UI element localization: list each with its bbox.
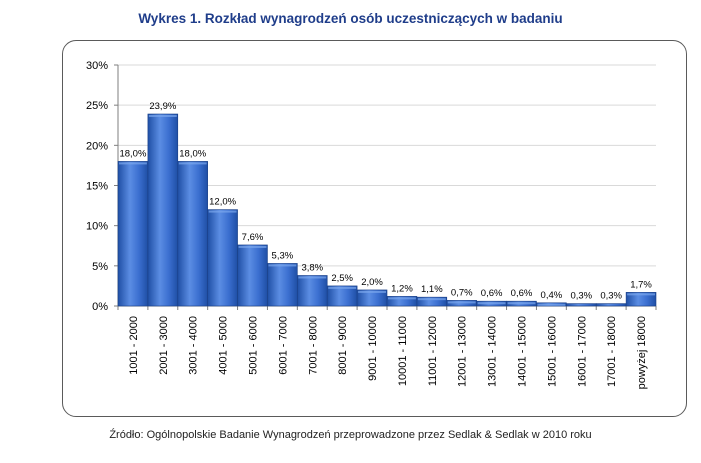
bar-highlight xyxy=(119,162,147,165)
bar-highlight xyxy=(268,264,297,267)
bar-highlight xyxy=(358,290,386,293)
bar-highlight xyxy=(388,297,416,300)
data-label: 1,2% xyxy=(391,283,413,294)
bar-highlight xyxy=(328,286,357,289)
chart-title: Wykres 1. Rozkład wynagrodzeń osób uczes… xyxy=(138,11,563,26)
y-tick-label: 15% xyxy=(86,181,108,193)
x-tick-label: 17001 - 18000 xyxy=(606,316,618,387)
data-label: 18,0% xyxy=(119,148,146,159)
x-tick-label: 13001 - 14000 xyxy=(487,316,499,387)
bar xyxy=(147,113,179,307)
bar-highlight xyxy=(417,298,446,301)
y-tick-label: 20% xyxy=(86,140,108,152)
bar-highlight xyxy=(208,210,237,213)
data-label: 5,3% xyxy=(272,250,294,261)
x-tick-label: 15001 - 16000 xyxy=(546,316,558,387)
bar-highlight xyxy=(477,302,506,305)
data-label: 3,8% xyxy=(301,262,323,273)
bar-highlight xyxy=(507,302,536,305)
x-tick-label: 16001 - 17000 xyxy=(576,316,588,387)
y-tick-label: 25% xyxy=(86,100,108,112)
data-labels: 18,0% 23,9% 18,0% 12,0% 7,6% 5,3% 3,8% 2,5% 2,0%… xyxy=(119,101,652,302)
bar-highlight xyxy=(148,115,177,118)
x-tick-label: 6001 - 7000 xyxy=(277,316,289,375)
x-tick-label: 2001 - 3000 xyxy=(158,316,170,375)
x-tick-labels: 1001 - 2000 2001 - 3000 3001 - 4000 4001 - … xyxy=(128,316,648,389)
data-label: 1,1% xyxy=(421,284,443,295)
bar-highlight xyxy=(298,276,327,279)
data-label: 0,4% xyxy=(541,290,563,301)
bar xyxy=(297,275,328,307)
y-tick-label: 0% xyxy=(92,301,108,313)
x-tick-label: 3001 - 4000 xyxy=(188,316,200,375)
bar-highlight xyxy=(447,301,476,304)
bar xyxy=(117,161,149,307)
y-tick-label: 30% xyxy=(86,60,108,72)
bar xyxy=(566,303,597,307)
y-tick-label: 10% xyxy=(86,221,108,233)
y-tick-label: 5% xyxy=(92,261,108,273)
bar xyxy=(595,303,627,307)
x-tick-label: 12001 - 13000 xyxy=(457,316,469,387)
data-label: 12,0% xyxy=(209,197,236,208)
x-tick-label: 9001 - 10000 xyxy=(367,316,379,381)
y-tick-labels: 0% 5% 10% 15% 20% 25% 30% xyxy=(86,60,108,313)
data-label: 0,3% xyxy=(570,291,592,302)
bar-highlight xyxy=(537,303,566,306)
data-label: 0,7% xyxy=(451,287,473,298)
data-label: 18,0% xyxy=(179,148,206,159)
bar xyxy=(237,244,268,307)
x-tick-label: 1001 - 2000 xyxy=(128,316,140,375)
bar-highlight xyxy=(627,293,655,296)
x-tick-label: 4001 - 5000 xyxy=(218,316,230,375)
x-tick-label: 7001 - 8000 xyxy=(307,316,319,375)
data-label: 0,6% xyxy=(481,288,503,299)
bar xyxy=(267,263,298,307)
x-tick-label: 14001 - 15000 xyxy=(517,316,529,387)
bar xyxy=(207,209,238,307)
data-label: 1,7% xyxy=(630,279,652,290)
data-label: 2,0% xyxy=(361,277,383,288)
bar-highlight xyxy=(178,162,207,165)
x-tick-label: 8001 - 9000 xyxy=(337,316,349,375)
data-label: 2,5% xyxy=(331,273,353,284)
chart-source-note: Źródło: Ogólnopolskie Badanie Wynagrodze… xyxy=(109,429,592,441)
bar xyxy=(326,285,358,307)
bars xyxy=(117,113,657,307)
data-label: 7,6% xyxy=(242,232,264,243)
data-label: 0,6% xyxy=(511,288,533,299)
data-label: 23,9% xyxy=(149,101,176,112)
x-tick-label: 5001 - 6000 xyxy=(248,316,260,375)
bar xyxy=(625,292,657,307)
x-tick-label: powyżej 18000 xyxy=(636,316,648,389)
data-label: 0,3% xyxy=(600,291,622,302)
x-tick-label: 10001 - 11000 xyxy=(397,316,409,386)
bar-highlight xyxy=(238,245,267,248)
x-tick-label: 11001 - 12000 xyxy=(427,316,439,386)
bar xyxy=(177,161,208,307)
